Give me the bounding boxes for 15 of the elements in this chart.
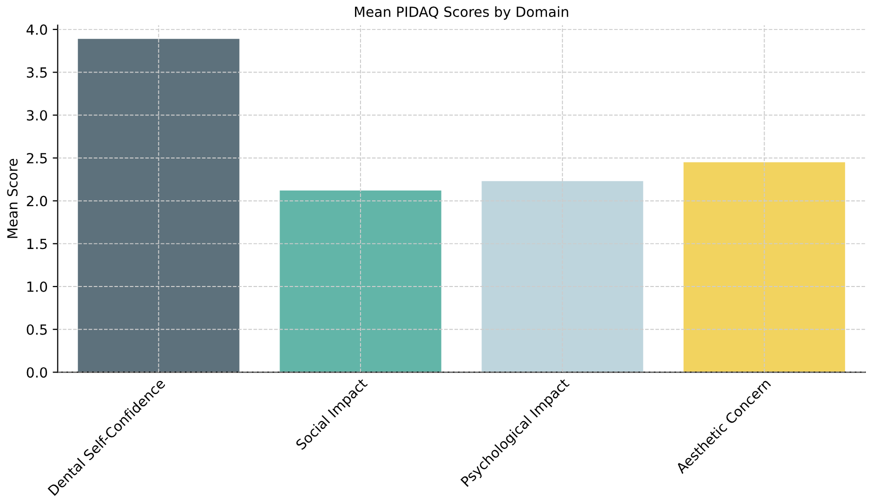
chart-title: Mean PIDAQ Scores by Domain [354, 6, 568, 20]
y-tick-label: 3.5 [26, 67, 47, 78]
bar [482, 181, 644, 372]
y-tick-label: 0.0 [26, 367, 48, 378]
y-tick-label: 4.0 [26, 24, 48, 35]
y-tick-label: 0.5 [26, 324, 47, 335]
bar [684, 162, 846, 372]
y-tick-label: 1.5 [27, 238, 47, 250]
y-axis-title: Mean Score [7, 158, 18, 238]
y-tick-label: 1.0 [27, 281, 48, 292]
y-tick-label: 2.0 [26, 196, 48, 206]
bar [280, 190, 442, 372]
y-tick-label: 3.0 [26, 110, 48, 121]
y-tick-label: 2.5 [26, 152, 47, 164]
bar [78, 38, 240, 372]
